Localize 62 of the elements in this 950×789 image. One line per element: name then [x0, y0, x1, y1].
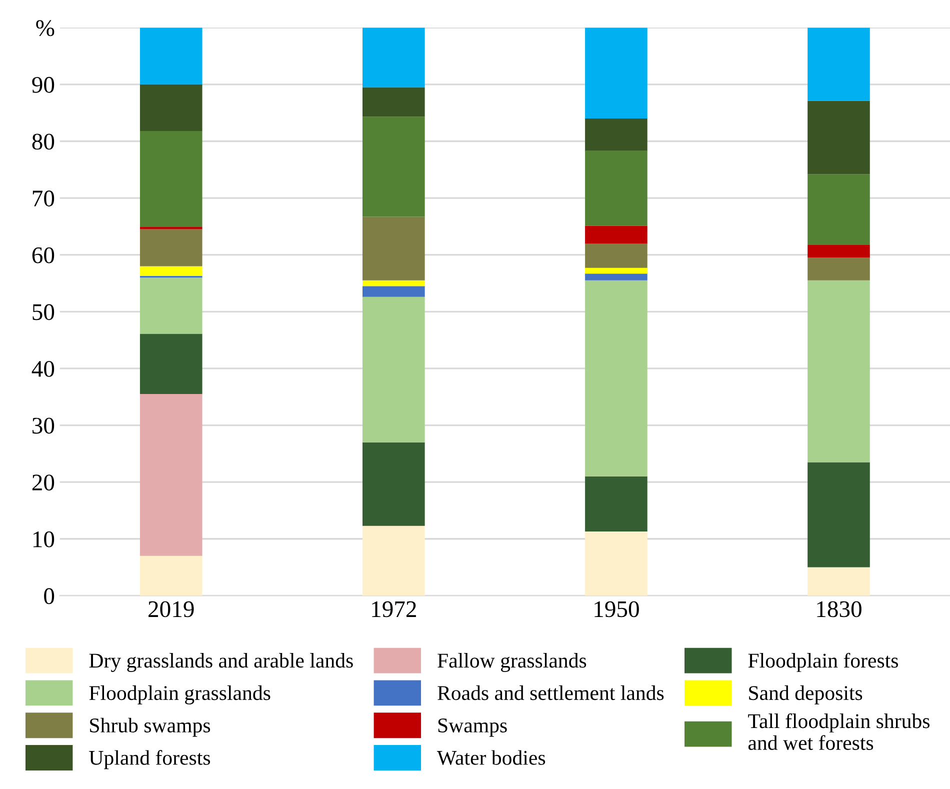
bar [140, 334, 202, 394]
bar [362, 296, 425, 442]
y-tick-label: 0 [44, 588, 54, 604]
bar [362, 526, 425, 596]
bar [585, 476, 648, 532]
bar [362, 28, 425, 88]
bar [585, 243, 648, 268]
legend-label: Roads and settlement lands [438, 685, 664, 700]
y-tick-label: 20 [32, 474, 54, 491]
legend-label: Floodplain grasslands [89, 685, 270, 704]
y-tick-label: 80 [32, 134, 54, 150]
y-tick-label: 30 [32, 418, 54, 434]
bar [362, 87, 425, 117]
bar [362, 280, 425, 286]
bar [362, 286, 425, 297]
bar [585, 118, 648, 151]
legend-label: Dry grasslands and arable lands [89, 653, 353, 672]
x-tick-label: 1950 [594, 601, 639, 618]
legend-label: Swamps [438, 718, 507, 737]
bar [585, 280, 648, 476]
bar [362, 216, 425, 280]
legend-label: Shrub swamps [90, 718, 210, 737]
bar [585, 150, 648, 226]
y-tick-label: 70 [32, 190, 54, 206]
bar [140, 131, 202, 228]
bar [362, 442, 425, 526]
bar [585, 274, 648, 280]
bar [585, 532, 648, 596]
bar [585, 28, 648, 119]
y-tick-label: 40 [32, 360, 54, 377]
legend-label: Fallow grasslands [438, 653, 586, 672]
bar [585, 268, 648, 274]
legend-label: Tall floodplain shrubs and wet forests [748, 713, 930, 750]
bar [585, 226, 648, 244]
bar [808, 244, 870, 258]
bar [140, 84, 202, 132]
y-tick-label: % [36, 20, 54, 36]
legend-label: Water bodies [437, 750, 546, 765]
y-tick-label: 60 [32, 247, 54, 264]
y-tick-label: 10 [33, 531, 54, 548]
bar [362, 116, 425, 217]
legend-label: Floodplain forests [748, 652, 898, 672]
bar [140, 229, 202, 266]
legend-label: Upland forests [89, 750, 210, 770]
bar [140, 278, 202, 334]
bar [808, 258, 870, 280]
bar [140, 556, 202, 596]
bar [140, 266, 202, 276]
bar [808, 567, 870, 596]
bar [140, 394, 202, 556]
bar [808, 28, 870, 101]
bar [808, 280, 870, 462]
y-tick-label: 50 [32, 304, 54, 320]
x-tick-label: 2019 [148, 601, 194, 618]
bar [808, 174, 870, 245]
bar [808, 462, 870, 568]
x-tick-label: 1830 [817, 601, 862, 618]
x-tick-label: 1972 [372, 601, 416, 618]
bar [808, 100, 870, 174]
legend-label: Sand deposits [749, 685, 862, 704]
bar [140, 28, 202, 84]
y-tick-label: 90 [32, 76, 54, 93]
